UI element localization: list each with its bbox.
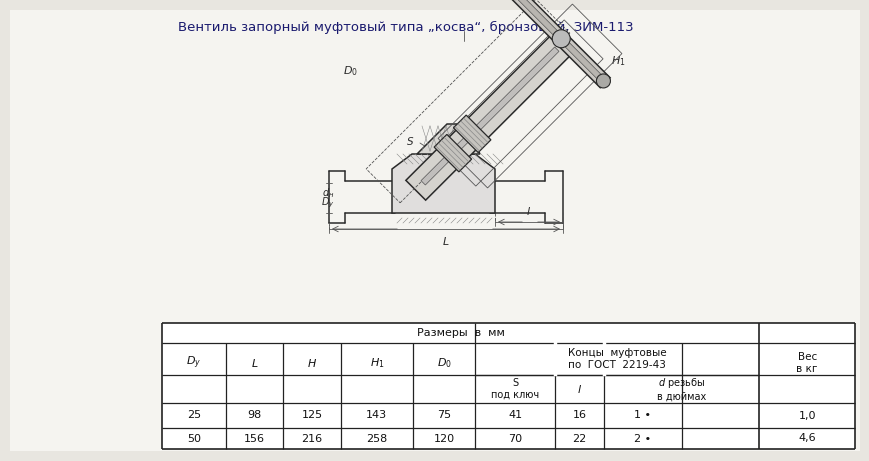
Polygon shape (434, 135, 471, 172)
Text: $H_1$: $H_1$ (610, 54, 625, 68)
Text: $d$ резьбы
в дюймах: $d$ резьбы в дюймах (656, 376, 706, 402)
Text: Размеры  в  мм: Размеры в мм (416, 328, 504, 338)
Polygon shape (392, 154, 494, 213)
Text: 125: 125 (302, 410, 322, 420)
Text: 2 •: 2 • (634, 433, 651, 443)
Text: 98: 98 (247, 410, 262, 420)
Text: 22: 22 (572, 433, 586, 443)
Text: Концы  муфтовые
по  ГОСТ  2219-43: Концы муфтовые по ГОСТ 2219-43 (567, 348, 666, 370)
Text: $D_y$: $D_y$ (321, 196, 335, 210)
Bar (162, 323, 854, 449)
Text: $D_y$: $D_y$ (186, 355, 202, 371)
Text: 216: 216 (302, 433, 322, 443)
Polygon shape (416, 124, 480, 154)
Text: 120: 120 (433, 433, 454, 443)
Polygon shape (405, 32, 574, 200)
Text: $H_1$: $H_1$ (369, 356, 384, 370)
Text: 4,6: 4,6 (798, 433, 815, 443)
Circle shape (552, 30, 569, 48)
Text: $H$: $H$ (600, 75, 609, 87)
Text: $D_0$: $D_0$ (342, 64, 357, 78)
Polygon shape (507, 0, 609, 88)
Circle shape (596, 74, 610, 88)
Text: 1 •: 1 • (634, 410, 651, 420)
Text: 1,0: 1,0 (798, 410, 815, 420)
Text: $L$: $L$ (250, 357, 258, 369)
Text: $H$: $H$ (307, 357, 316, 369)
Text: $l$: $l$ (526, 205, 531, 217)
Polygon shape (453, 115, 490, 153)
Text: 258: 258 (366, 433, 387, 443)
Text: $d_н$: $d_н$ (322, 186, 334, 200)
Polygon shape (421, 47, 559, 185)
Text: 143: 143 (366, 410, 387, 420)
Text: Вентиль запорный муфтовый типа „косва“, бронзовый, ЗИМ-113: Вентиль запорный муфтовый типа „косва“, … (178, 21, 633, 34)
Text: $D_0$: $D_0$ (436, 356, 451, 370)
Text: $L$: $L$ (441, 235, 449, 247)
Text: 75: 75 (436, 410, 451, 420)
Text: 50: 50 (187, 433, 201, 443)
Text: 25: 25 (187, 410, 201, 420)
Text: 156: 156 (243, 433, 265, 443)
Polygon shape (514, 0, 603, 81)
Text: 16: 16 (572, 410, 586, 420)
Text: $S$: $S$ (406, 135, 414, 147)
Text: Вес
в кг: Вес в кг (796, 352, 817, 374)
Text: S
под ключ: S под ключ (490, 378, 539, 400)
Text: $l$: $l$ (576, 383, 581, 395)
Text: 41: 41 (507, 410, 521, 420)
Text: 70: 70 (507, 433, 521, 443)
